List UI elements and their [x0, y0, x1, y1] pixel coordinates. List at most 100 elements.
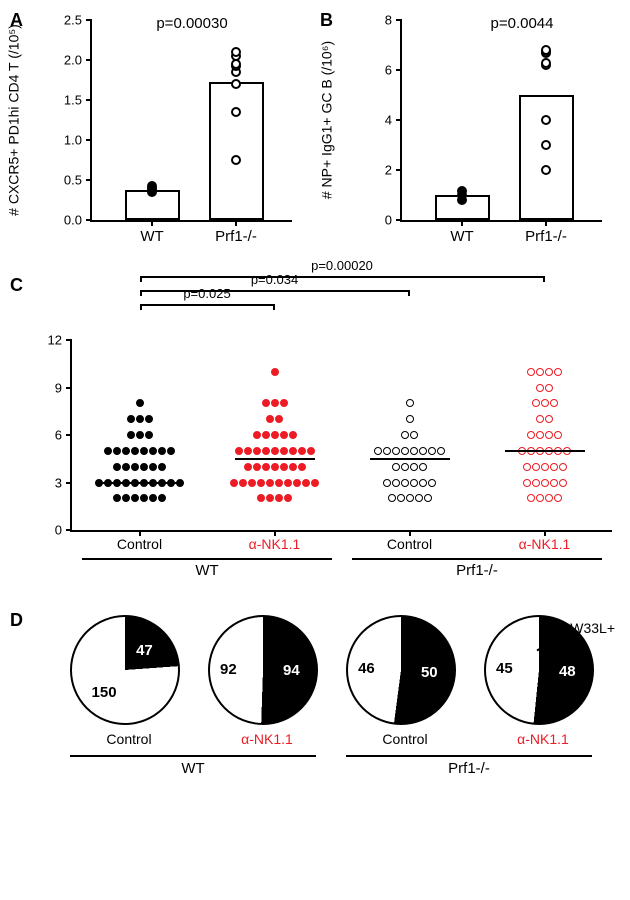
data-point — [289, 447, 297, 455]
group-label: WT — [195, 562, 218, 579]
data-point — [419, 463, 427, 471]
panel-a: A # CXCR5+ PD1hi CD4 T (/10⁵) p=0.00030 … — [10, 10, 310, 265]
data-point — [231, 79, 241, 89]
pie-caption: α-NK1.1 — [208, 731, 326, 747]
data-point — [231, 47, 241, 57]
pie-value-black: 48 — [559, 663, 576, 680]
data-point — [424, 494, 432, 502]
data-point — [280, 399, 288, 407]
data-point — [397, 494, 405, 502]
panel-c: C # Mutations per VH186.2 036912Controlα… — [10, 275, 620, 605]
data-point — [131, 494, 139, 502]
data-point — [541, 165, 551, 175]
data-point — [140, 463, 148, 471]
data-point — [419, 479, 427, 487]
data-point — [289, 431, 297, 439]
xtick: Prf1-/- — [215, 220, 257, 245]
data-point — [298, 463, 306, 471]
ytick: 12 — [48, 333, 72, 348]
data-point — [131, 463, 139, 471]
data-point — [554, 368, 562, 376]
data-point — [244, 447, 252, 455]
data-point — [536, 384, 544, 392]
data-point — [262, 463, 270, 471]
data-point — [280, 463, 288, 471]
panel-b-ylabel: # NP+ IgG1+ GC B (/10⁶) — [319, 41, 335, 199]
data-point — [122, 463, 130, 471]
ytick: 3 — [55, 475, 72, 490]
data-point — [280, 447, 288, 455]
xtick: α-NK1.1 — [519, 530, 571, 552]
ytick: 1.5 — [64, 93, 92, 108]
data-point — [527, 494, 535, 502]
ytick: 0.5 — [64, 173, 92, 188]
panel-a-pvalue: p=0.00030 — [156, 15, 227, 32]
pie-chart: 9492 — [208, 615, 318, 725]
data-point — [527, 431, 535, 439]
data-point — [158, 447, 166, 455]
data-point — [113, 494, 121, 502]
data-point — [293, 479, 301, 487]
data-point — [271, 447, 279, 455]
data-point — [145, 431, 153, 439]
data-point — [410, 447, 418, 455]
panel-a-ylabel: # CXCR5+ PD1hi CD4 T (/10⁵) — [5, 24, 21, 216]
panel-b-plot: p=0.0044 02468WTPrf1-/- — [400, 20, 602, 222]
data-point — [136, 399, 144, 407]
ytick: 2.0 — [64, 53, 92, 68]
data-point — [149, 463, 157, 471]
data-point — [406, 399, 414, 407]
ytick: 4 — [385, 113, 402, 128]
data-point — [289, 463, 297, 471]
data-point — [262, 431, 270, 439]
data-point — [419, 447, 427, 455]
data-point — [235, 447, 243, 455]
data-point — [284, 494, 292, 502]
data-point — [383, 479, 391, 487]
data-point — [136, 431, 144, 439]
data-point — [527, 368, 535, 376]
data-point — [437, 447, 445, 455]
data-point — [271, 399, 279, 407]
ytick: 9 — [55, 380, 72, 395]
pie-value-black: 50 — [421, 664, 438, 681]
ytick: 2.5 — [64, 13, 92, 28]
data-point — [253, 431, 261, 439]
data-point — [147, 181, 157, 191]
data-point — [401, 463, 409, 471]
data-point — [410, 463, 418, 471]
data-point — [275, 479, 283, 487]
data-point — [149, 447, 157, 455]
ytick: 2 — [385, 163, 402, 178]
data-point — [536, 494, 544, 502]
panel-c-label: C — [10, 275, 23, 296]
data-point — [545, 431, 553, 439]
pie-value-white: 150 — [92, 684, 117, 701]
ytick: 8 — [385, 13, 402, 28]
panel-d-pies: 47150Control9492α-NK1.15046Control4845α-… — [70, 615, 602, 747]
data-point — [231, 107, 241, 117]
ytick: 0 — [55, 523, 72, 538]
ytick: 1.0 — [64, 133, 92, 148]
data-point — [266, 415, 274, 423]
data-point — [113, 463, 121, 471]
data-point — [122, 494, 130, 502]
data-point — [307, 447, 315, 455]
median-line — [370, 458, 450, 460]
data-point — [554, 494, 562, 502]
data-point — [457, 186, 467, 196]
pie-value-black: 47 — [136, 642, 153, 659]
pie-caption: Control — [346, 731, 464, 747]
data-point — [545, 384, 553, 392]
data-point — [550, 479, 558, 487]
data-point — [536, 368, 544, 376]
median-line — [100, 482, 180, 484]
data-point — [541, 115, 551, 125]
data-point — [302, 479, 310, 487]
data-point — [158, 463, 166, 471]
xtick: WT — [140, 220, 163, 245]
panel-b-pvalue: p=0.0044 — [491, 15, 554, 32]
median-line — [235, 458, 315, 460]
xtick: WT — [450, 220, 473, 245]
panel-d-callout: W33L+ — [570, 620, 615, 636]
